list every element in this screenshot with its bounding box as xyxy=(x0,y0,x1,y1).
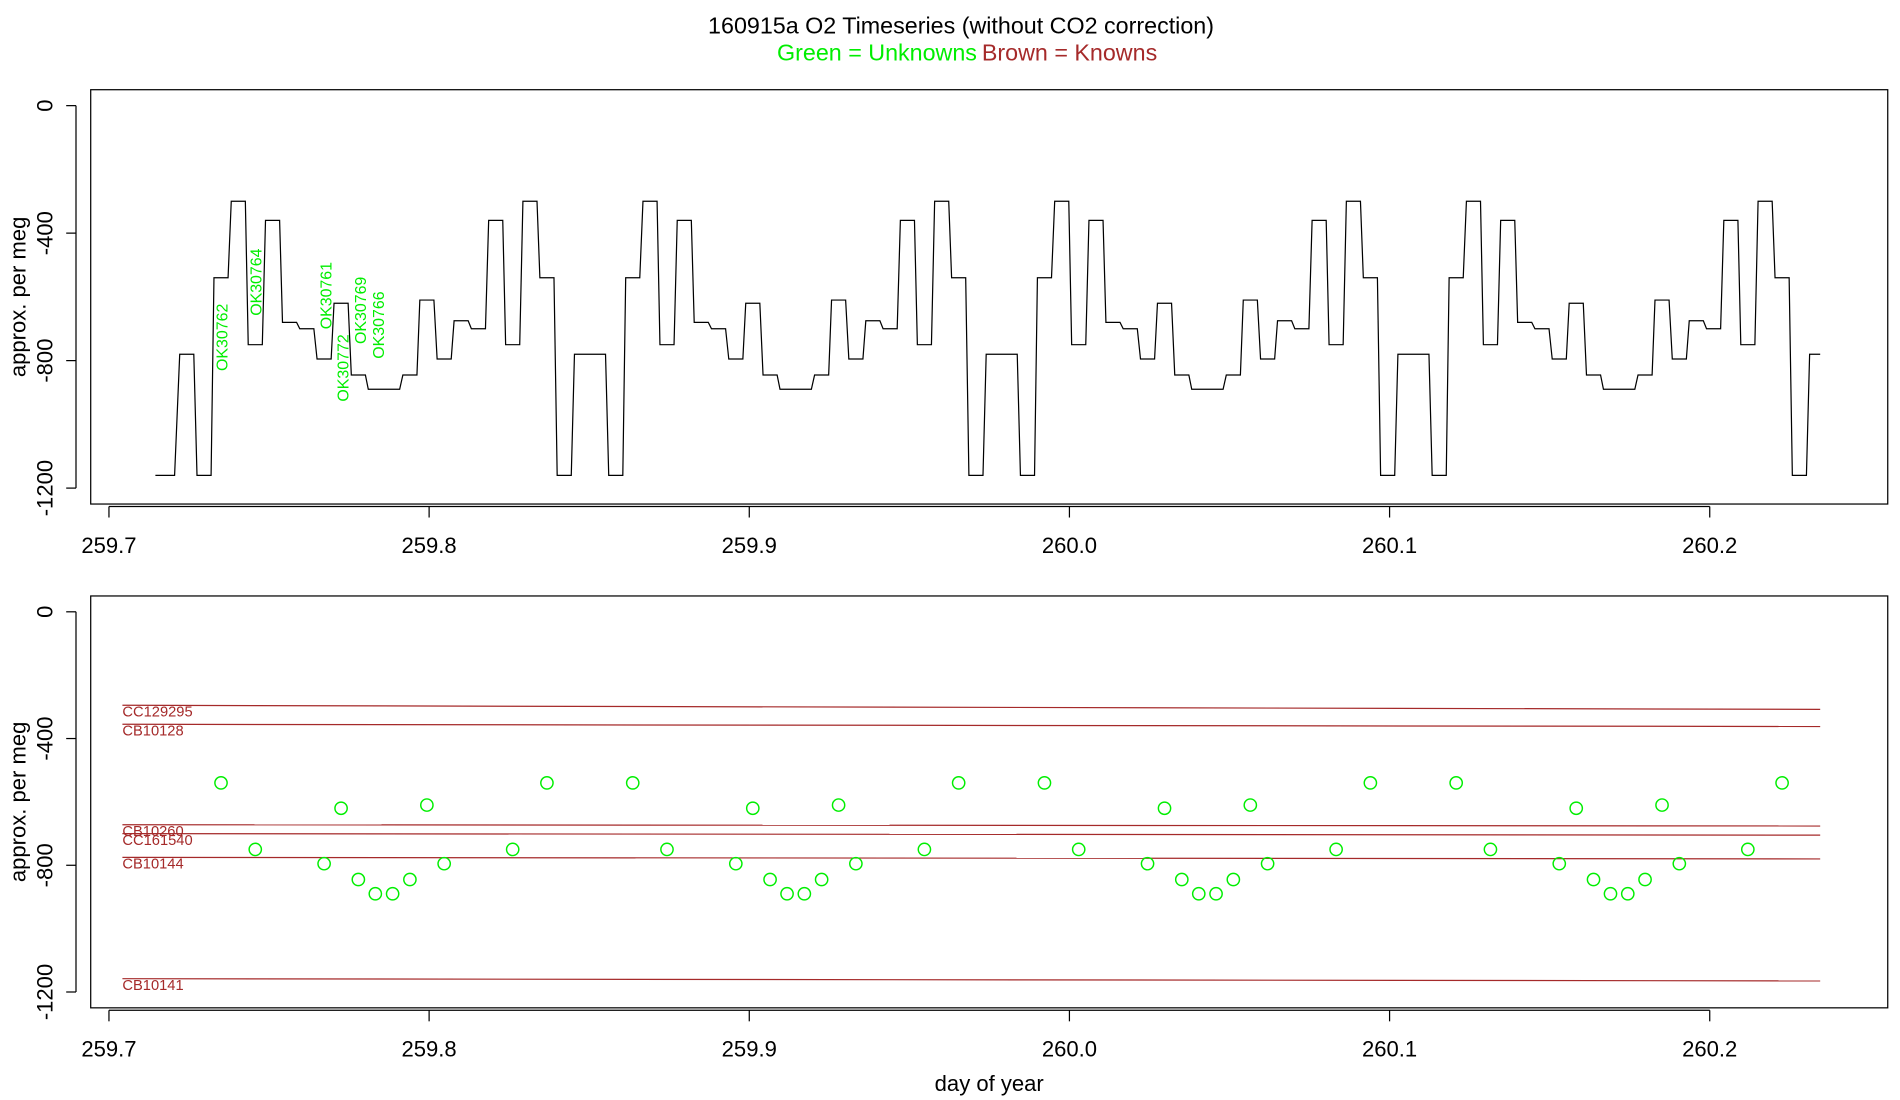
x-tick-label: 259.9 xyxy=(722,1037,777,1062)
point xyxy=(505,842,520,857)
reference-line xyxy=(122,723,1821,728)
x-tick-label: 259.7 xyxy=(81,533,136,558)
x-tick-label: 260.2 xyxy=(1682,1037,1737,1062)
point xyxy=(1157,801,1172,816)
point xyxy=(1569,801,1584,816)
x-tick-label: 259.8 xyxy=(402,1037,457,1062)
point xyxy=(1655,798,1669,812)
chart-title: 160915a O2 Timeseries (without CO2 corre… xyxy=(708,12,1214,38)
point xyxy=(420,798,434,812)
point xyxy=(248,842,263,857)
point xyxy=(1449,776,1464,790)
reference-label: CB10141 xyxy=(122,978,183,994)
annotation: OK30762 xyxy=(214,304,231,371)
point xyxy=(1174,872,1189,887)
annotation: OK30764 xyxy=(249,248,266,315)
reference-label: CB10260 xyxy=(122,824,183,840)
timeseries-line xyxy=(155,200,1821,476)
point xyxy=(1191,886,1206,901)
point xyxy=(317,856,331,871)
reference-label: CC129295 xyxy=(122,705,192,721)
plot-frame xyxy=(90,89,1889,505)
y-tick-label: -1200 xyxy=(32,964,57,1020)
point xyxy=(745,801,760,816)
point xyxy=(797,886,812,901)
x-tick-label: 259.9 xyxy=(722,533,777,558)
y-tick-label: -800 xyxy=(32,339,57,383)
point xyxy=(1638,872,1652,887)
point xyxy=(1140,856,1155,871)
point xyxy=(763,872,777,887)
reference-label: CB10144 xyxy=(122,857,183,873)
point xyxy=(403,872,417,887)
point xyxy=(1071,842,1086,857)
y-tick-label: -1200 xyxy=(32,460,57,516)
point xyxy=(780,886,794,901)
point xyxy=(334,801,348,816)
y-tick-label: -400 xyxy=(32,211,57,255)
y-axis-label: approx. per meg xyxy=(5,217,30,378)
point xyxy=(849,856,863,871)
point xyxy=(814,872,829,887)
x-tick-label: 259.8 xyxy=(402,533,457,558)
point xyxy=(1037,776,1052,790)
point xyxy=(1260,856,1275,871)
point xyxy=(1226,872,1241,887)
point xyxy=(917,842,932,857)
point xyxy=(1363,776,1378,790)
x-axis-label: day of year xyxy=(935,1071,1044,1096)
reference-line xyxy=(122,704,1821,711)
point xyxy=(368,886,383,901)
point xyxy=(1243,798,1258,812)
x-tick-label: 260.2 xyxy=(1682,533,1737,558)
legend-entry: Brown = Knowns xyxy=(982,39,1157,65)
x-tick-label: 259.7 xyxy=(81,1037,136,1062)
legend-entry: Green = Unknowns xyxy=(777,39,977,65)
annotation: OK30769 xyxy=(353,277,370,344)
annotation: OK30766 xyxy=(371,291,388,358)
x-tick-label: 260.0 xyxy=(1042,533,1097,558)
reference-line xyxy=(122,832,1821,836)
point xyxy=(1552,856,1567,871)
point xyxy=(437,856,452,871)
point xyxy=(728,856,743,871)
point xyxy=(1740,842,1755,857)
point xyxy=(660,842,674,857)
point xyxy=(1209,886,1223,901)
x-tick-label: 260.0 xyxy=(1042,1037,1097,1062)
reference-label: CC161540 xyxy=(122,833,192,849)
point xyxy=(951,776,966,790)
annotation: OK30761 xyxy=(318,262,335,329)
y-tick-label: 0 xyxy=(32,100,57,112)
point xyxy=(214,776,228,790)
point xyxy=(1603,886,1618,901)
point xyxy=(1775,776,1789,790)
reference-line xyxy=(122,824,1821,827)
point xyxy=(1620,886,1635,901)
y-tick-label: 0 xyxy=(32,606,57,618)
y-tick-label: -800 xyxy=(32,843,57,887)
plot-frame xyxy=(90,595,1889,1009)
x-tick-label: 260.1 xyxy=(1362,1037,1417,1062)
point xyxy=(1483,842,1498,857)
annotation: OK30772 xyxy=(336,334,353,401)
reference-line xyxy=(122,978,1821,982)
point xyxy=(1672,856,1687,871)
y-axis-label: approx. per meg xyxy=(5,722,30,883)
reference-line xyxy=(122,856,1821,860)
point xyxy=(831,798,846,812)
point xyxy=(1329,842,1343,857)
point xyxy=(351,872,366,887)
reference-label: CB10128 xyxy=(122,724,183,740)
y-tick-label: -400 xyxy=(32,716,57,760)
point xyxy=(625,776,640,790)
point xyxy=(540,776,554,790)
point xyxy=(1586,872,1601,887)
point xyxy=(385,886,400,901)
x-tick-label: 260.1 xyxy=(1362,533,1417,558)
